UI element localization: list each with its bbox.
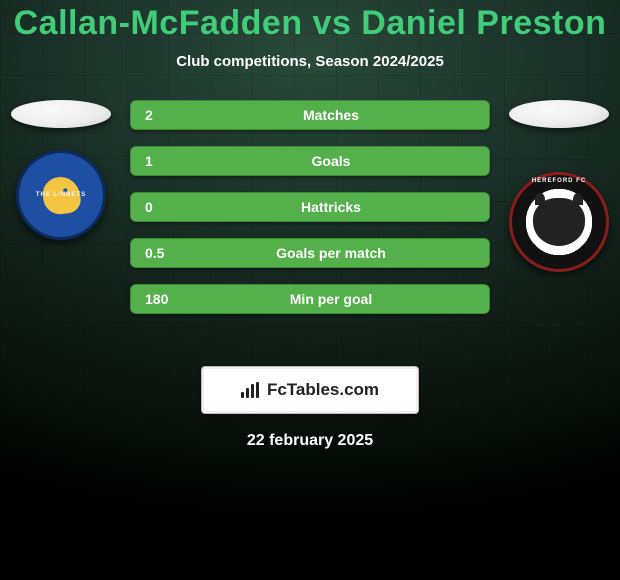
- player-right-club-badge: HEREFORD FC: [509, 172, 609, 272]
- player-right-avatar: [509, 100, 609, 128]
- stat-value: 0: [145, 199, 187, 215]
- badge-right-ring-text: HEREFORD FC: [512, 175, 606, 269]
- player-left-column: THE LINNETS: [6, 100, 116, 240]
- content-root: Callan-McFadden vs Daniel Preston Club c…: [0, 0, 620, 450]
- stat-label: Goals per match: [187, 245, 475, 261]
- stat-label: Min per goal: [187, 291, 475, 307]
- stat-row-matches: 2 Matches: [130, 100, 490, 130]
- player-left-club-badge: THE LINNETS: [16, 150, 106, 240]
- stat-value: 2: [145, 107, 187, 123]
- bar-chart-icon: [241, 382, 261, 398]
- stat-value: 180: [145, 291, 187, 307]
- generated-date: 22 february 2025: [0, 432, 620, 450]
- stat-row-min-per-goal: 180 Min per goal: [130, 284, 490, 314]
- stat-bars: 2 Matches 1 Goals 0 Hattricks 0.5 Goals …: [130, 100, 490, 330]
- comparison-title: Callan-McFadden vs Daniel Preston: [0, 0, 620, 43]
- player-right-column: HEREFORD FC: [504, 100, 614, 272]
- stat-value: 1: [145, 153, 187, 169]
- stat-label: Goals: [187, 153, 475, 169]
- brand-text: FcTables.com: [267, 380, 379, 400]
- badge-left-ring-text: THE LINNETS: [19, 153, 103, 237]
- fctables-watermark: FcTables.com: [201, 366, 419, 414]
- stat-label: Matches: [187, 107, 475, 123]
- player-left-avatar: [11, 100, 111, 128]
- stat-value: 0.5: [145, 245, 187, 261]
- stat-label: Hattricks: [187, 199, 475, 215]
- stat-row-hattricks: 0 Hattricks: [130, 192, 490, 222]
- season-subtitle: Club competitions, Season 2024/2025: [0, 53, 620, 70]
- stat-row-goals: 1 Goals: [130, 146, 490, 176]
- stat-row-goals-per-match: 0.5 Goals per match: [130, 238, 490, 268]
- comparison-panel: THE LINNETS HEREFORD FC 2 Matches 1 Goal…: [0, 100, 620, 360]
